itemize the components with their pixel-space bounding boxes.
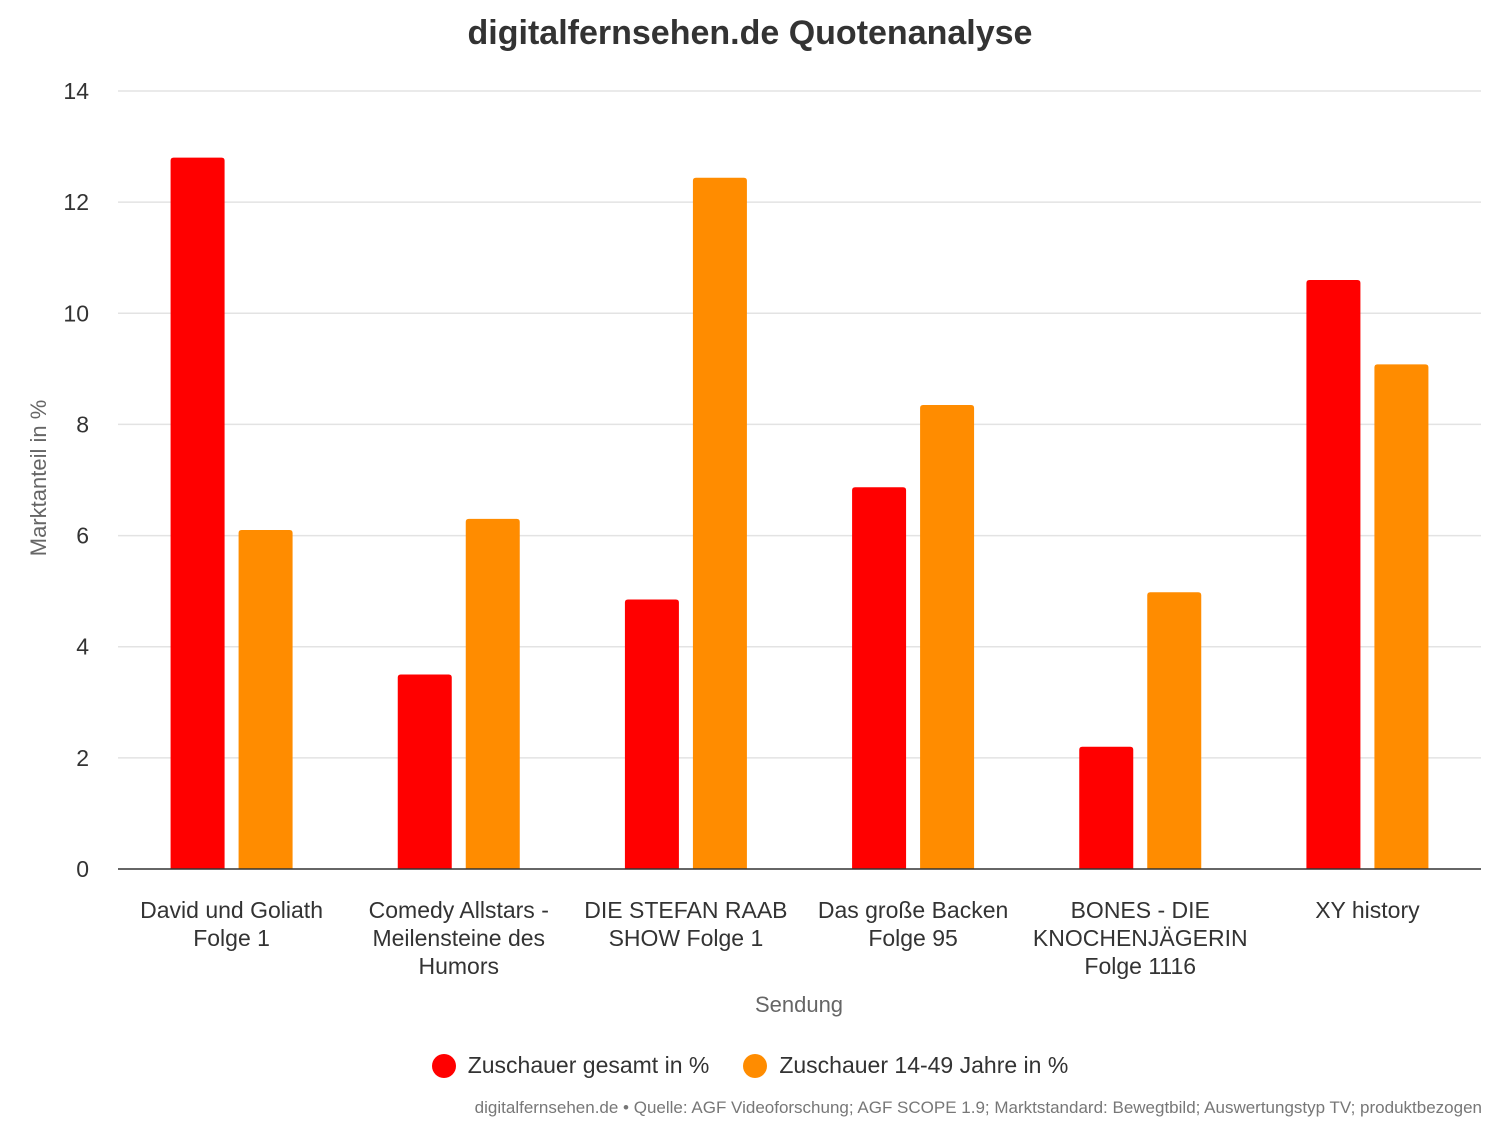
bar-gesamt-0[interactable] [170, 157, 225, 869]
y-axis-title: Marktanteil in % [26, 400, 51, 557]
bar-14-49-5[interactable] [1374, 364, 1429, 869]
x-tick-label: Comedy Allstars - [369, 897, 549, 923]
bar-gesamt-4[interactable] [1079, 746, 1134, 869]
y-tick-label: 14 [63, 78, 89, 104]
y-tick-label: 10 [63, 300, 89, 326]
bar-14-49-0[interactable] [238, 530, 293, 869]
x-tick-label: Humors [418, 953, 499, 979]
legend-item-14-49[interactable]: Zuschauer 14-49 Jahre in % [743, 1052, 1068, 1079]
bar-14-49-3[interactable] [920, 404, 975, 869]
x-tick-label: Folge 1116 [1084, 953, 1196, 979]
x-tick-label: Folge 1 [193, 925, 270, 951]
legend-item-gesamt[interactable]: Zuschauer gesamt in % [431, 1052, 710, 1079]
legend-label-gesamt: Zuschauer gesamt in % [467, 1052, 710, 1078]
source-note: digitalfernsehen.de • Quelle: AGF Videof… [474, 1098, 1482, 1117]
y-tick-label: 8 [76, 411, 89, 437]
x-tick-label: BONES - DIE [1071, 897, 1210, 923]
x-tick-label: David und Goliath [140, 897, 323, 923]
bars [170, 157, 1429, 870]
legend: Zuschauer gesamt in % Zuschauer 14-49 Ja… [0, 1052, 1500, 1079]
chart-title: digitalfernsehen.de Quotenanalyse [467, 14, 1033, 52]
y-tick-label: 12 [63, 189, 89, 215]
bar-gesamt-2[interactable] [624, 599, 679, 869]
legend-marker-gesamt [431, 1053, 456, 1078]
x-tick-label: KNOCHENJÄGERIN [1033, 925, 1248, 951]
y-tick-label: 2 [76, 745, 89, 771]
bar-14-49-4[interactable] [1147, 592, 1202, 869]
x-axis-title: Sendung [755, 992, 843, 1017]
bar-gesamt-3[interactable] [852, 487, 907, 869]
x-tick-label: Das große Backen [818, 897, 1008, 923]
y-tick-label: 6 [76, 523, 89, 549]
grid-lines [118, 90, 1481, 759]
bar-gesamt-5[interactable] [1306, 279, 1361, 869]
x-tick-label: Folge 95 [868, 925, 958, 951]
y-tick-label: 0 [76, 856, 89, 882]
bar-gesamt-1[interactable] [397, 674, 452, 870]
x-tick-label: SHOW Folge 1 [609, 925, 764, 951]
bar-14-49-2[interactable] [692, 177, 747, 870]
bar-14-49-1[interactable] [465, 518, 520, 869]
legend-label-14-49: Zuschauer 14-49 Jahre in % [779, 1052, 1069, 1078]
x-tick-label: XY history [1315, 897, 1420, 923]
legend-marker-14-49 [743, 1053, 768, 1078]
x-tick-label: Meilensteine des [372, 925, 545, 951]
y-tick-label: 4 [76, 634, 89, 660]
x-tick-label: DIE STEFAN RAAB [584, 897, 787, 923]
